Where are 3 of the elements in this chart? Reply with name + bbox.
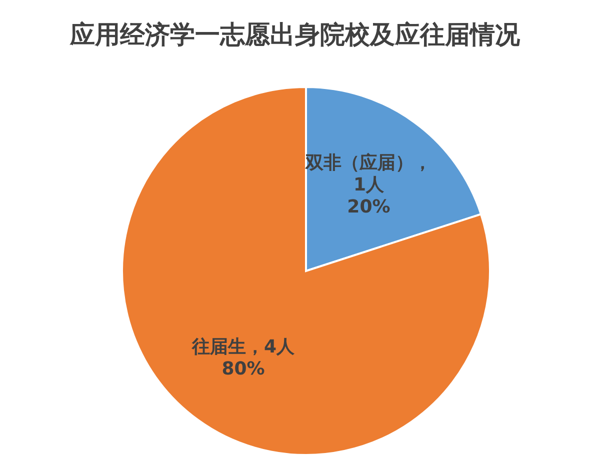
chart-title: 应用经济学一志愿出身院校及应往届情况 bbox=[68, 19, 521, 51]
pie-slice bbox=[121, 86, 491, 456]
slice-label: 往届生，4人 80% bbox=[191, 336, 296, 379]
